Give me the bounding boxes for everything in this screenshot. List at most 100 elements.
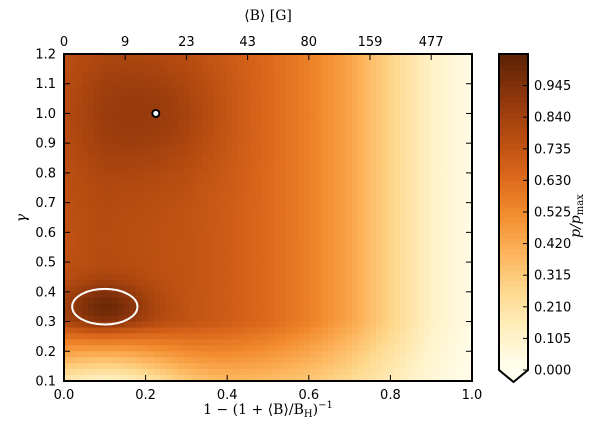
- heatmap-cell: [340, 279, 347, 287]
- heatmap-cell: [268, 59, 275, 67]
- heatmap-cell: [82, 321, 89, 329]
- heatmap-cell: [160, 315, 167, 323]
- heatmap-cell: [94, 250, 101, 257]
- heatmap-cell: [454, 273, 461, 281]
- heatmap-cell: [346, 95, 353, 103]
- heatmap-cell: [142, 101, 149, 109]
- heatmap-cell: [394, 345, 401, 352]
- heatmap-cell: [370, 131, 377, 138]
- heatmap-cell: [166, 273, 173, 281]
- heatmap-cell: [340, 375, 347, 381]
- heatmap-cell: [424, 54, 431, 61]
- heatmap-cell: [298, 285, 305, 293]
- heatmap-cell: [238, 137, 245, 144]
- heatmap-cell: [196, 196, 203, 204]
- heatmap-cell: [298, 375, 305, 381]
- y-tick-label: 0.3: [35, 315, 56, 330]
- heatmap-cell: [238, 77, 245, 85]
- heatmap-cell: [274, 89, 281, 97]
- heatmap-cell: [154, 214, 161, 222]
- heatmap-cell: [322, 339, 329, 346]
- colorbar-cell: [499, 217, 528, 224]
- heatmap-cell: [208, 256, 215, 263]
- heatmap-cell: [418, 339, 425, 346]
- heatmap-cell: [358, 161, 365, 168]
- heatmap-cell: [274, 107, 281, 115]
- heatmap-cell: [118, 184, 125, 192]
- heatmap-cell: [100, 244, 107, 251]
- heatmap-cell: [286, 54, 293, 61]
- heatmap-cell: [232, 363, 239, 370]
- heatmap-cell: [76, 125, 83, 132]
- heatmap-cell: [418, 208, 425, 216]
- heatmap-cell: [454, 65, 461, 73]
- heatmap-cell: [316, 131, 323, 138]
- heatmap-cell: [112, 149, 119, 156]
- heatmap-cell: [268, 339, 275, 346]
- heatmap-cell: [76, 190, 83, 198]
- heatmap-cell: [448, 155, 455, 162]
- heatmap-cell: [178, 107, 185, 115]
- heatmap-cell: [100, 83, 107, 91]
- heatmap-cell: [316, 77, 323, 85]
- heatmap-cell: [382, 125, 389, 132]
- heatmap-cell: [376, 279, 383, 287]
- heatmap-cell: [322, 244, 329, 251]
- heatmap-cell: [184, 351, 191, 358]
- heatmap-cell: [316, 309, 323, 317]
- colorbar-cell: [499, 248, 528, 255]
- heatmap-cell: [250, 83, 257, 91]
- heatmap-cell: [64, 214, 71, 222]
- heatmap-cell: [196, 297, 203, 305]
- heatmap-cell: [280, 214, 287, 222]
- heatmap-cell: [88, 196, 95, 204]
- heatmap-cell: [412, 375, 419, 381]
- heatmap-cell: [364, 125, 371, 132]
- heatmap-cell: [370, 71, 377, 79]
- heatmap-cell: [232, 89, 239, 97]
- heatmap-cell: [364, 321, 371, 329]
- heatmap-cell: [262, 89, 269, 97]
- heatmap-cell: [460, 178, 467, 186]
- heatmap-cell: [304, 309, 311, 317]
- heatmap-cell: [250, 220, 257, 228]
- heatmap-cell: [70, 315, 77, 323]
- heatmap-cell: [238, 59, 245, 67]
- heatmap-cell: [244, 166, 251, 174]
- heatmap-cell: [112, 77, 119, 85]
- heatmap-cell: [442, 166, 449, 174]
- heatmap-cell: [388, 137, 395, 144]
- heatmap-cell: [202, 345, 209, 352]
- heatmap-cell: [364, 155, 371, 162]
- colorbar-cell: [499, 122, 528, 129]
- heatmap-cell: [172, 363, 179, 370]
- heatmap-cell: [196, 226, 203, 233]
- heatmap-cell: [310, 363, 317, 370]
- heatmap-cell: [118, 65, 125, 73]
- heatmap-cell: [136, 77, 143, 85]
- heatmap-cell: [100, 208, 107, 216]
- heatmap-cell: [214, 363, 221, 370]
- heatmap-cell: [232, 131, 239, 138]
- heatmap-cell: [268, 178, 275, 186]
- heatmap-cell: [334, 83, 341, 91]
- heatmap-cell: [394, 172, 401, 180]
- heatmap-cell: [304, 303, 311, 311]
- heatmap-cell: [370, 155, 377, 162]
- heatmap-cell: [70, 202, 77, 210]
- heatmap-cell: [208, 303, 215, 311]
- heatmap-cell: [406, 250, 413, 257]
- heatmap-cell: [394, 107, 401, 115]
- heatmap-cell: [370, 83, 377, 91]
- heatmap-cell: [130, 137, 137, 144]
- heatmap-cell: [274, 262, 281, 269]
- heatmap-cell: [316, 172, 323, 180]
- heatmap-cell: [232, 232, 239, 239]
- heatmap-cell: [346, 71, 353, 79]
- heatmap-cell: [376, 101, 383, 109]
- heatmap-cell: [280, 89, 287, 97]
- heatmap-cell: [202, 59, 209, 67]
- heatmap-cell: [286, 327, 293, 335]
- heatmap-cell: [250, 351, 257, 358]
- heatmap-cell: [250, 119, 257, 126]
